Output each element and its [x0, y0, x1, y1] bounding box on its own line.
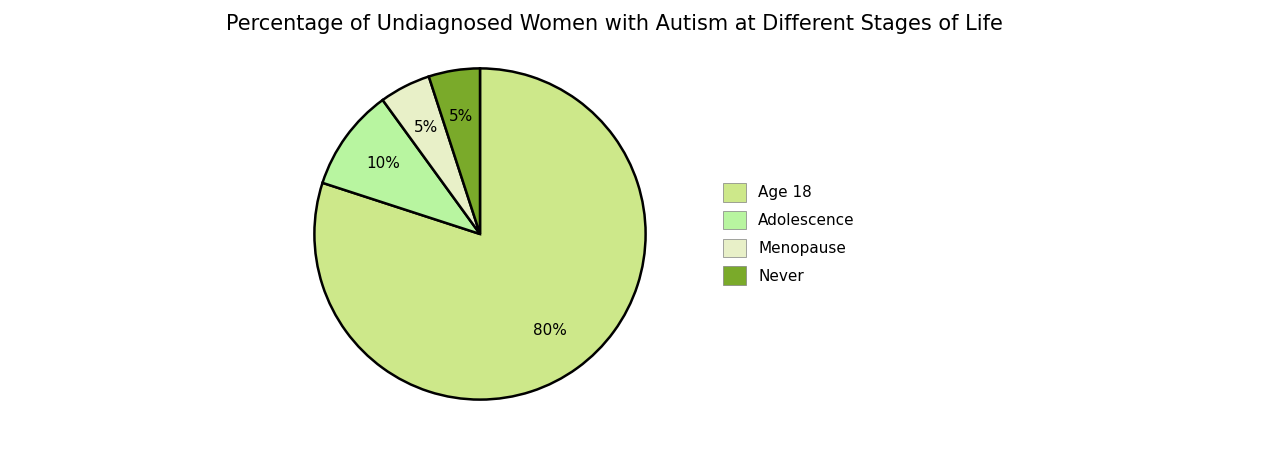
Text: 80%: 80% — [534, 323, 567, 338]
Text: Percentage of Undiagnosed Women with Autism at Different Stages of Life: Percentage of Undiagnosed Women with Aut… — [227, 14, 1002, 33]
Legend: Age 18, Adolescence, Menopause, Never: Age 18, Adolescence, Menopause, Never — [716, 176, 863, 292]
Wedge shape — [383, 76, 480, 234]
Text: 5%: 5% — [449, 109, 474, 124]
Wedge shape — [323, 100, 480, 234]
Wedge shape — [429, 68, 480, 234]
Text: 10%: 10% — [366, 157, 401, 171]
Text: 5%: 5% — [413, 120, 438, 135]
Wedge shape — [315, 68, 645, 400]
